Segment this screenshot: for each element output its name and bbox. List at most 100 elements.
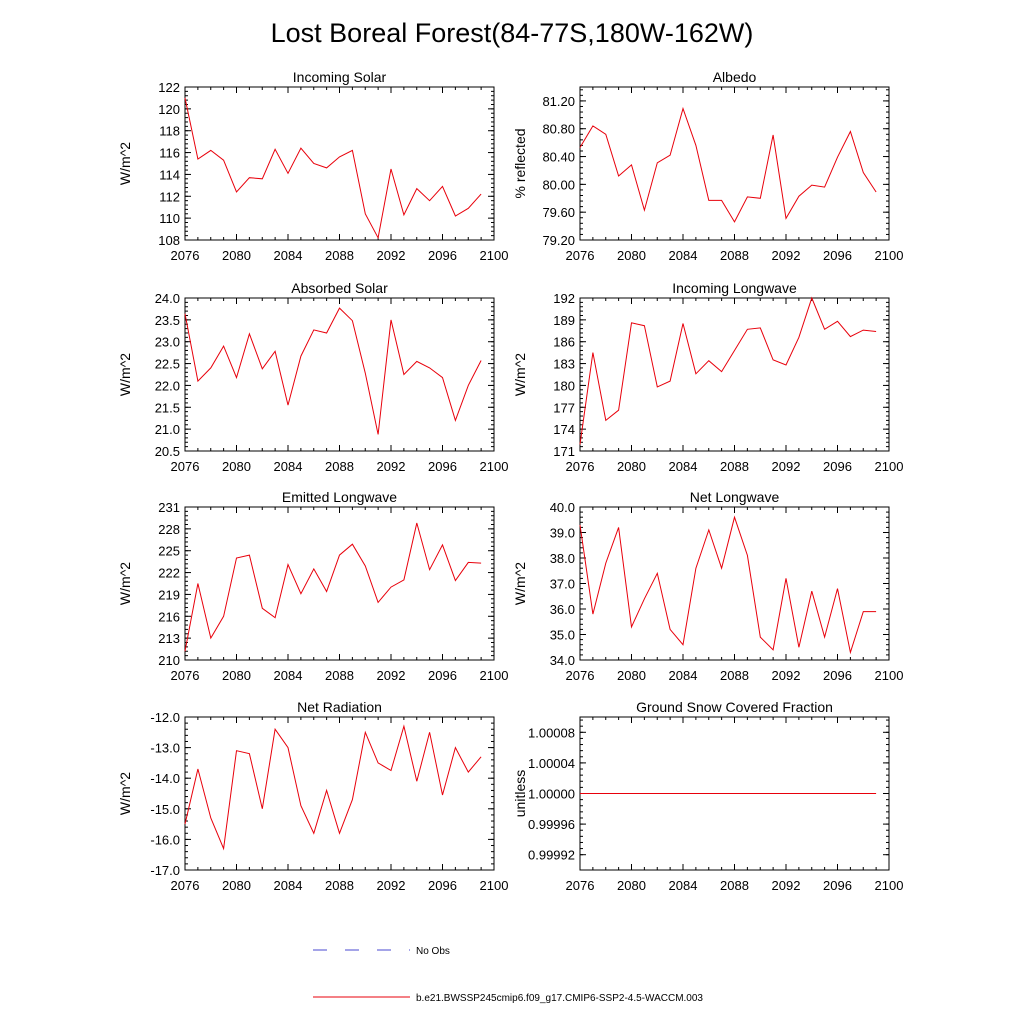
x-tick-label: 2100 bbox=[480, 668, 509, 683]
y-tick-label: 228 bbox=[158, 522, 180, 537]
y-axis-label: W/m^2 bbox=[117, 353, 133, 396]
x-tick-label: 2080 bbox=[617, 878, 646, 893]
y-tick-label: 110 bbox=[159, 211, 180, 226]
y-tick-label: -16.0 bbox=[150, 832, 180, 847]
y-tick-label: 122 bbox=[158, 80, 180, 95]
x-tick-label: 2088 bbox=[720, 248, 749, 263]
x-tick-label: 2084 bbox=[274, 878, 303, 893]
plot-frame bbox=[184, 297, 495, 452]
figure-title: Lost Boreal Forest(84-77S,180W-162W) bbox=[271, 18, 754, 48]
x-tick-label: 2092 bbox=[772, 248, 801, 263]
y-tick-label: 80.40 bbox=[542, 150, 575, 165]
x-tick-label: 2096 bbox=[823, 668, 852, 683]
x-tick-label: 2092 bbox=[377, 248, 406, 263]
y-tick-label: 24.0 bbox=[155, 291, 180, 306]
y-tick-label: 79.20 bbox=[542, 233, 575, 248]
y-tick-label: 39.0 bbox=[550, 526, 575, 541]
y-axis-label: W/m^2 bbox=[117, 562, 133, 605]
y-tick-label: 0.99992 bbox=[528, 848, 575, 863]
x-tick-label: 2084 bbox=[274, 248, 303, 263]
panel-title: Net Longwave bbox=[690, 489, 780, 505]
panel-title: Absorbed Solar bbox=[291, 280, 388, 296]
x-tick-label: 2084 bbox=[669, 248, 698, 263]
y-axis-label: W/m^2 bbox=[117, 142, 133, 185]
y-tick-label: 1.00000 bbox=[528, 787, 575, 802]
legend-model-label: b.e21.BWSSP245cmip6.f09_g17.CMIP6-SSP2-4… bbox=[416, 993, 703, 1004]
y-tick-label: -13.0 bbox=[150, 741, 180, 756]
y-tick-label: 210 bbox=[158, 653, 180, 668]
y-tick-label: 180 bbox=[553, 378, 575, 393]
legend-obs-label: No Obs bbox=[416, 946, 450, 957]
y-tick-label: 38.0 bbox=[550, 551, 575, 566]
y-tick-label: 112 bbox=[159, 189, 180, 204]
y-tick-label: 186 bbox=[553, 335, 575, 350]
x-tick-label: 2096 bbox=[428, 248, 457, 263]
panel-title: Albedo bbox=[713, 69, 757, 85]
y-tick-label: 20.5 bbox=[155, 444, 180, 459]
y-tick-label: 81.20 bbox=[542, 94, 575, 109]
series-line bbox=[184, 307, 482, 435]
x-tick-label: 2076 bbox=[566, 248, 595, 263]
series-line bbox=[579, 106, 877, 223]
panel-title: Incoming Solar bbox=[293, 69, 387, 85]
y-axis-label: W/m^2 bbox=[512, 562, 528, 605]
x-tick-label: 2088 bbox=[720, 878, 749, 893]
y-axis-label: unitless bbox=[512, 770, 528, 817]
x-tick-label: 2088 bbox=[325, 248, 354, 263]
panel-title: Incoming Longwave bbox=[672, 280, 797, 296]
y-tick-label: -12.0 bbox=[150, 710, 180, 725]
x-tick-label: 2076 bbox=[566, 459, 595, 474]
x-tick-label: 2084 bbox=[274, 459, 303, 474]
panel-5: Emitted Longwave W/m^2 2076 2080 2084 2088 209… bbox=[117, 489, 508, 683]
y-tick-label: 222 bbox=[158, 566, 180, 581]
x-tick-label: 2080 bbox=[617, 459, 646, 474]
y-axis-label: W/m^2 bbox=[117, 772, 133, 815]
y-axis-label: W/m^2 bbox=[512, 353, 528, 396]
x-tick-label: 2080 bbox=[222, 248, 251, 263]
x-tick-label: 2100 bbox=[480, 248, 509, 263]
x-tick-label: 2080 bbox=[617, 668, 646, 683]
x-tick-label: 2080 bbox=[617, 248, 646, 263]
series-line bbox=[184, 724, 482, 851]
y-tick-label: 219 bbox=[158, 587, 180, 602]
y-tick-label: 37.0 bbox=[550, 577, 575, 592]
y-tick-label: -17.0 bbox=[150, 863, 180, 878]
x-tick-label: 2100 bbox=[480, 878, 509, 893]
panel-6: Net Longwave W/m^2 2076 2080 2084 2088 2092 209… bbox=[512, 489, 903, 683]
y-tick-label: 23.0 bbox=[155, 335, 180, 350]
y-tick-label: 40.0 bbox=[550, 500, 575, 515]
x-tick-label: 2100 bbox=[875, 668, 904, 683]
x-tick-label: 2092 bbox=[772, 459, 801, 474]
x-tick-label: 2076 bbox=[171, 248, 200, 263]
panel-1: Incoming Solar W/m^2 2076 2080 2084 2088 2092 2… bbox=[117, 69, 508, 263]
x-tick-label: 2100 bbox=[875, 878, 904, 893]
x-tick-label: 2084 bbox=[669, 459, 698, 474]
panel-8: Ground Snow Covered Fraction unitless 2076… bbox=[512, 699, 903, 893]
x-tick-label: 2080 bbox=[222, 668, 251, 683]
y-tick-label: 177 bbox=[553, 400, 575, 415]
x-tick-label: 2092 bbox=[377, 459, 406, 474]
y-tick-label: 189 bbox=[553, 313, 575, 328]
x-tick-label: 2080 bbox=[222, 878, 251, 893]
y-tick-label: 35.0 bbox=[550, 628, 575, 643]
y-tick-label: 80.00 bbox=[542, 177, 575, 192]
x-tick-label: 2088 bbox=[325, 668, 354, 683]
y-tick-label: 22.0 bbox=[155, 378, 180, 393]
y-tick-label: 108 bbox=[158, 233, 180, 248]
y-tick-label: -14.0 bbox=[150, 771, 180, 786]
plot-frame bbox=[579, 86, 890, 241]
panel-title: Net Radiation bbox=[297, 699, 382, 715]
y-tick-label: 183 bbox=[553, 357, 575, 372]
panel-title: Ground Snow Covered Fraction bbox=[636, 699, 833, 715]
y-tick-label: 114 bbox=[159, 167, 180, 182]
x-tick-label: 2092 bbox=[772, 878, 801, 893]
series-line bbox=[579, 515, 877, 655]
y-tick-label: 80.80 bbox=[542, 122, 575, 137]
x-tick-label: 2092 bbox=[377, 878, 406, 893]
y-tick-label: 22.5 bbox=[155, 357, 180, 372]
panel-2: Albedo % reflected 2076 2080 2084 2088 2092 209… bbox=[512, 69, 903, 263]
panels: Incoming Solar W/m^2 2076 2080 2084 2088 2092 2… bbox=[117, 69, 903, 893]
y-tick-label: 213 bbox=[158, 631, 180, 646]
x-tick-label: 2088 bbox=[720, 668, 749, 683]
